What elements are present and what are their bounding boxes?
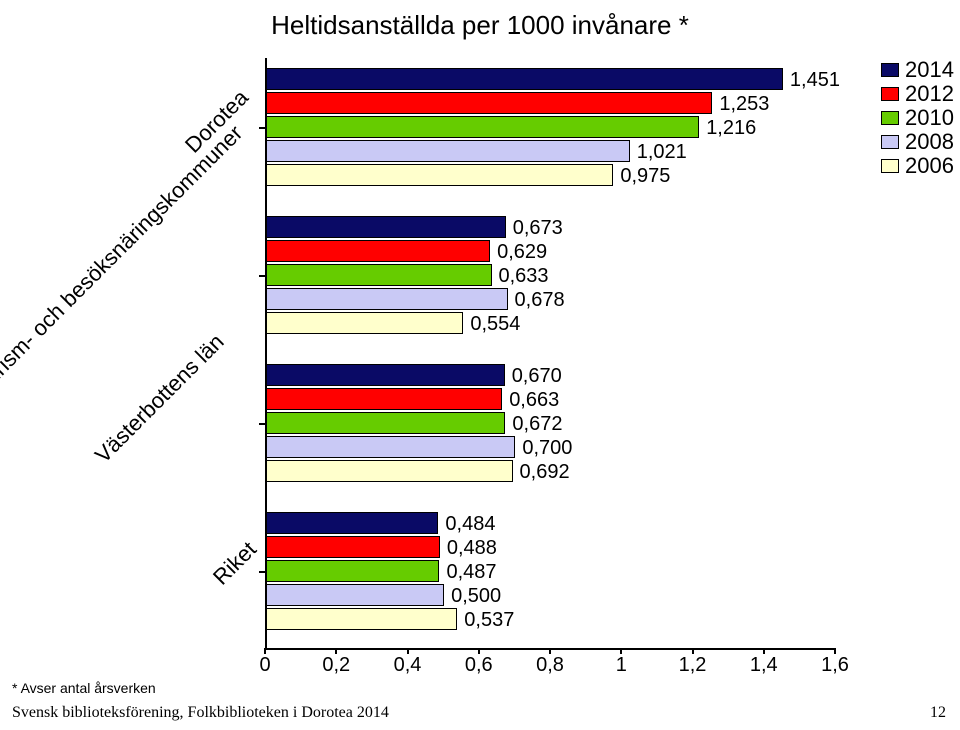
bar-value-label: 1,216	[706, 117, 756, 140]
bar	[266, 264, 492, 286]
bar-value-label: 1,451	[790, 69, 840, 92]
legend-label: 2010	[905, 106, 954, 130]
legend-item: 2006	[881, 154, 954, 178]
category-tick	[259, 571, 265, 573]
bar-value-label: 1,021	[637, 141, 687, 164]
bar-value-label: 0,484	[445, 513, 495, 536]
footer-source: Svensk biblioteksförening, Folkbibliotek…	[12, 704, 389, 722]
bar	[266, 312, 463, 334]
bar-value-label: 0,663	[509, 389, 559, 412]
legend-label: 2006	[905, 154, 954, 178]
bar	[266, 68, 783, 90]
x-tick-label: 1,6	[821, 654, 849, 677]
legend-label: 2014	[905, 58, 954, 82]
x-tick-label: 0,4	[394, 654, 422, 677]
bar-value-label: 0,975	[620, 165, 670, 188]
bar	[266, 460, 513, 482]
bar-value-label: 0,700	[522, 437, 572, 460]
bar	[266, 288, 508, 310]
chart-plot: 00,20,40,60,811,21,41,61,4511,2531,2161,…	[265, 58, 835, 648]
x-tick-label: 0,2	[322, 654, 350, 677]
x-tick-label: 0,8	[536, 654, 564, 677]
bar-value-label: 0,670	[512, 365, 562, 388]
legend-label: 2012	[905, 82, 954, 106]
bar	[266, 436, 515, 458]
chart-title: Heltidsanställda per 1000 invånare *	[0, 10, 960, 41]
bar	[266, 560, 439, 582]
legend-swatch	[881, 111, 899, 125]
x-tick-label: 1,4	[750, 654, 778, 677]
bar-value-label: 0,500	[451, 585, 501, 608]
bar	[266, 412, 505, 434]
bar-value-label: 0,488	[447, 537, 497, 560]
x-tick-label: 1,2	[679, 654, 707, 677]
bar	[266, 536, 440, 558]
bar	[266, 388, 502, 410]
bar	[266, 512, 438, 534]
bar	[266, 584, 444, 606]
footnote: * Avser antal årsverken	[12, 680, 156, 696]
legend-swatch	[881, 159, 899, 173]
bar	[266, 164, 613, 186]
bar-value-label: 0,678	[515, 289, 565, 312]
bar-value-label: 0,537	[464, 609, 514, 632]
bar	[266, 216, 506, 238]
x-tick-label: 1	[616, 654, 627, 677]
x-tick-label: 0,6	[465, 654, 493, 677]
legend-label: 2008	[905, 130, 954, 154]
bar-value-label: 0,692	[520, 461, 570, 484]
bar	[266, 240, 490, 262]
legend-item: 2014	[881, 58, 954, 82]
bar-value-label: 1,253	[719, 93, 769, 116]
page-number: 12	[930, 704, 946, 722]
bar	[266, 116, 699, 138]
legend-item: 2008	[881, 130, 954, 154]
category-tick	[259, 275, 265, 277]
x-tick-label: 0	[259, 654, 270, 677]
bar	[266, 364, 505, 386]
bar-value-label: 0,672	[512, 413, 562, 436]
chart-legend: 20142012201020082006	[881, 58, 954, 178]
category-tick	[259, 127, 265, 129]
bar-value-label: 0,629	[497, 241, 547, 264]
legend-item: 2010	[881, 106, 954, 130]
legend-item: 2012	[881, 82, 954, 106]
bar	[266, 608, 457, 630]
bar-value-label: 0,633	[499, 265, 549, 288]
bar	[266, 92, 712, 114]
bar-value-label: 0,554	[470, 313, 520, 336]
legend-swatch	[881, 63, 899, 77]
legend-swatch	[881, 87, 899, 101]
bar-value-label: 0,673	[513, 217, 563, 240]
bar-value-label: 0,487	[446, 561, 496, 584]
category-label: Riket	[208, 537, 262, 591]
bar	[266, 140, 630, 162]
category-label: Västerbottens län	[90, 329, 229, 468]
category-tick	[259, 423, 265, 425]
legend-swatch	[881, 135, 899, 149]
